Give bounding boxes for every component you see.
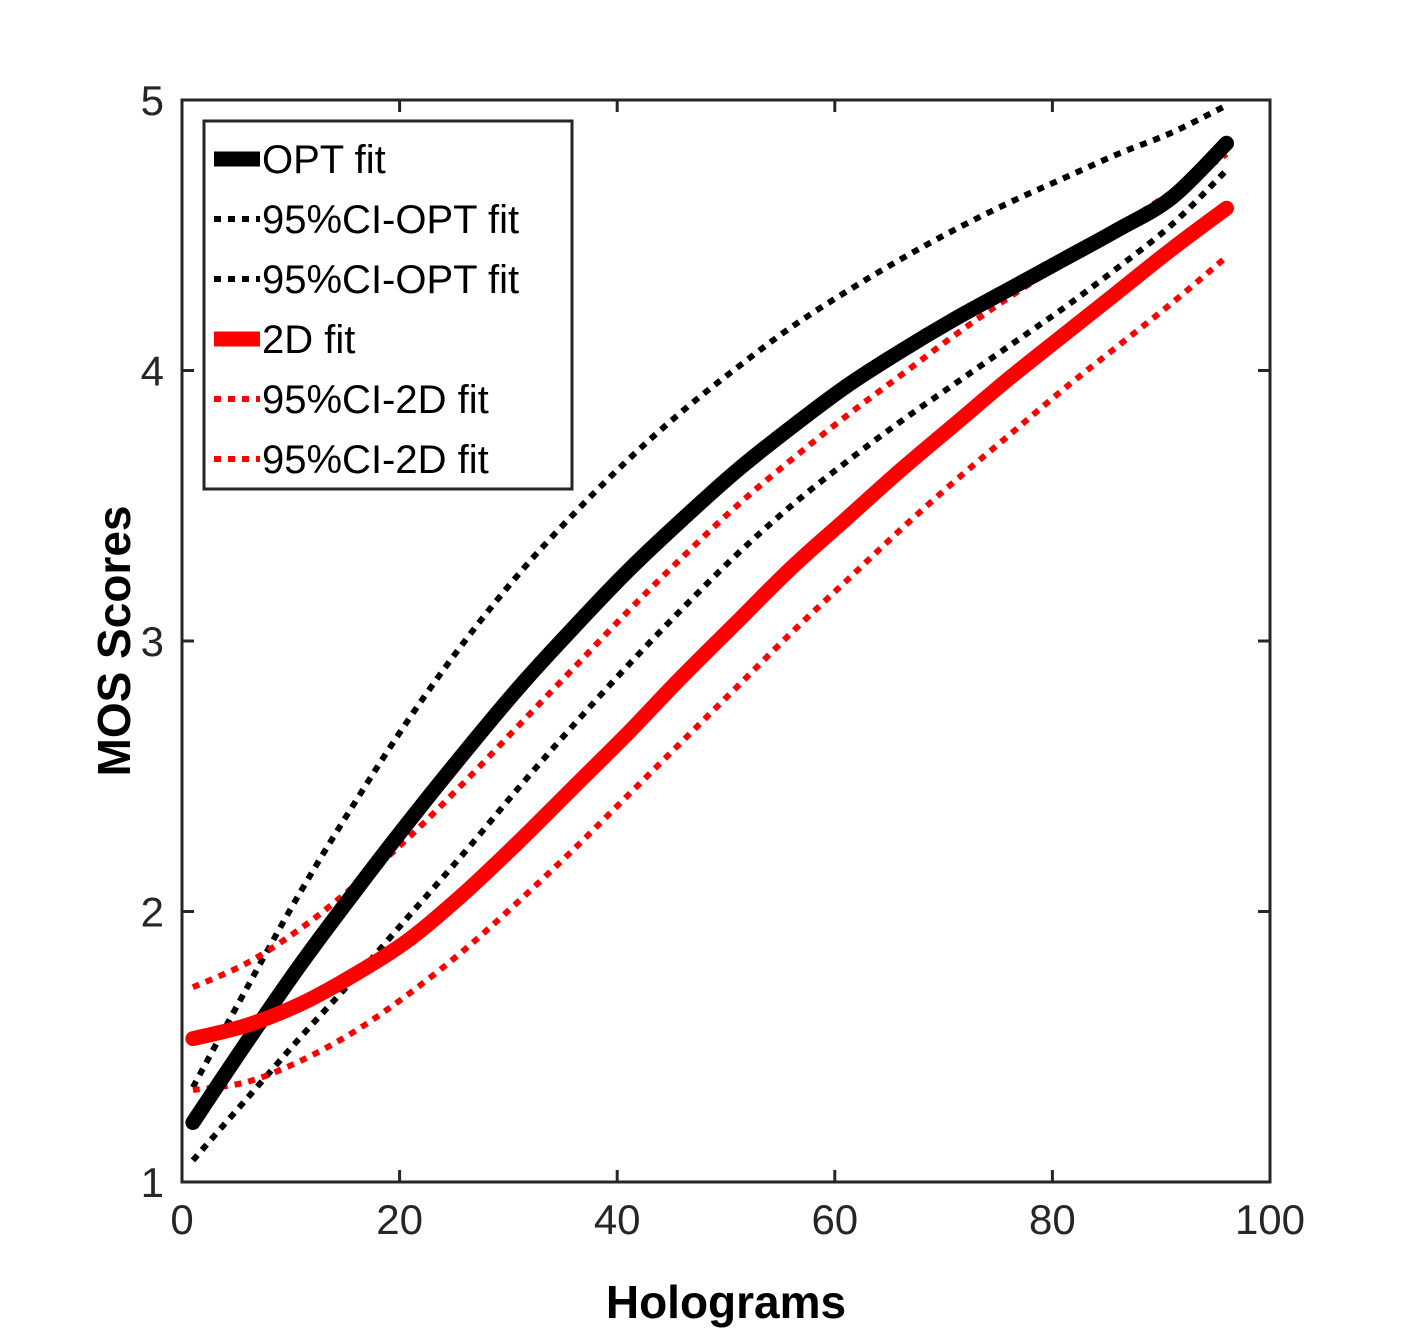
legend-label-3: 2D fit [262,318,355,362]
y-tick-label-3: 4 [141,348,164,395]
series-line-2 [190,168,1229,1163]
x-axis-title: Holograms [606,1276,846,1328]
y-tick-label-2: 3 [141,618,164,665]
y-axis-title: MOS Scores [88,506,140,777]
y-tick-label-0: 1 [141,1159,164,1206]
y-tick-label-1: 2 [141,889,164,936]
x-tick-label-4: 80 [1029,1196,1076,1243]
x-tick-label-1: 20 [376,1196,423,1243]
legend: OPT fit 95%CI-OPT fit 95%CI-OPT fit 2D fit 9… [202,119,574,491]
legend-label-5: 95%CI-2D fit [262,438,489,482]
x-tick-label-5: 100 [1235,1196,1305,1243]
y-tick-label-4: 5 [141,77,164,124]
legend-label-2: 95%CI-OPT fit [262,258,519,302]
legend-box [202,119,574,491]
series-line-5 [192,254,1229,1093]
x-tick-label-2: 40 [594,1196,641,1243]
legend-label-1: 95%CI-OPT fit [262,198,519,242]
legend-label-0: OPT fit [262,138,386,182]
x-tick-label-0: 0 [170,1196,193,1243]
series-line-3 [185,200,1234,1047]
series-line-0 [185,135,1234,1130]
x-tick-label-3: 60 [811,1196,858,1243]
legend-label-4: 95%CI-2D fit [262,378,489,422]
